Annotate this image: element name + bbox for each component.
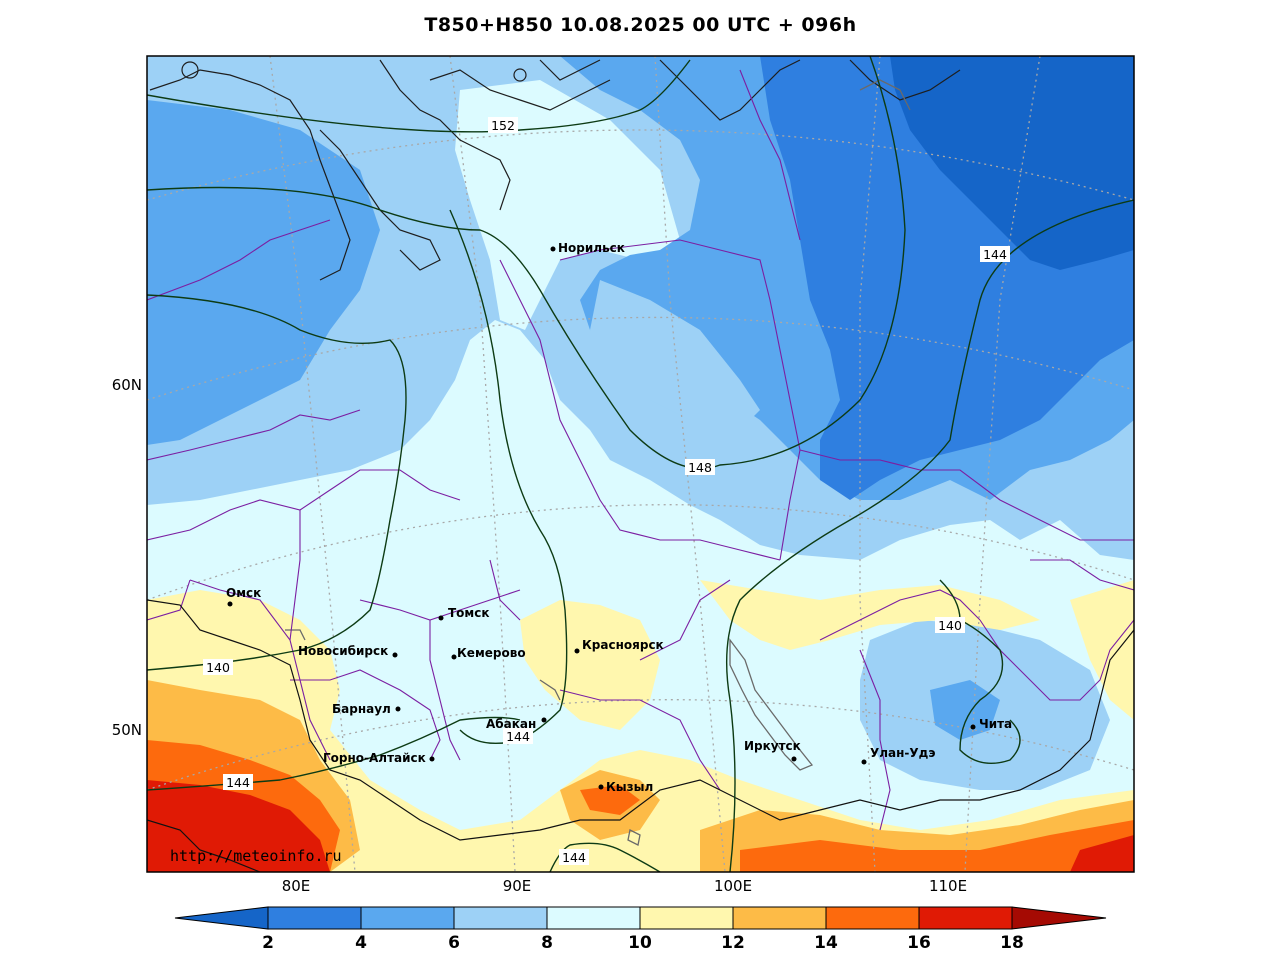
contour-label-144-south: 144: [562, 850, 586, 865]
colorbar-extend-high: [1011, 906, 1107, 930]
coastlines: [149, 59, 961, 281]
colorbar-tick-16: 16: [907, 933, 931, 953]
city-omsk: Омск: [226, 586, 261, 600]
lat-label-60n: 60N: [112, 376, 142, 394]
colorbar-tick-6: 6: [448, 933, 460, 953]
colorbar-bin-16-18: [918, 906, 1013, 930]
colorbar-extend-low: [174, 906, 269, 930]
colorbar-bin-8-10: [546, 906, 641, 930]
temperature-field-2: [890, 56, 1134, 270]
source-url: http://meteoinfo.ru: [170, 847, 342, 865]
city-irkutsk: Иркутск: [744, 739, 801, 753]
lat-label-50n: 50N: [112, 721, 142, 739]
lakes: [285, 79, 911, 846]
contour-label-148: 148: [688, 460, 712, 475]
colorbar-tick-4: 4: [355, 933, 367, 953]
temperature-field-tongue: [455, 80, 680, 330]
colorbar: [174, 906, 1107, 930]
city-krasnoyarsk: Красноярск: [582, 638, 664, 652]
city-kyzyl: Кызыл: [606, 780, 653, 794]
lon-label-100e: 100E: [714, 877, 752, 895]
map-frame: [146, 55, 1135, 873]
colorbar-bin-2-4: [267, 906, 362, 930]
colorbar-tick-14: 14: [814, 933, 838, 953]
temperature-field-4-6c: [590, 280, 760, 430]
temperature-field-10-12b: [520, 600, 660, 730]
page-title: T850+H850 10.08.2025 00 UTC + 096h: [424, 14, 857, 36]
colorbar-bin-4-6: [360, 906, 455, 930]
colorbar-tick-12: 12: [721, 933, 745, 953]
temperature-field-10-12d: [1070, 580, 1134, 720]
city-kemerovo: Кемерово: [457, 646, 526, 660]
city-tomsk: Томск: [448, 606, 490, 620]
temperature-field-10-12: [147, 590, 1134, 872]
contour-label-144-ne: 144: [983, 247, 1007, 262]
contour-label-144-abakan: 144: [506, 729, 530, 744]
city-novosibirsk: Новосибирск: [298, 644, 388, 658]
contour-label-144-sw: 144: [226, 775, 250, 790]
city-chita: Чита: [979, 717, 1012, 731]
map-area: 152 144 148 140 140 144 144 144 Норильск…: [147, 56, 1134, 872]
temperature-field-4-6: [147, 100, 380, 445]
lon-label-110e: 110E: [929, 877, 967, 895]
contour-label-140-east: 140: [938, 618, 962, 633]
city-barnaul: Барнаул: [332, 702, 391, 716]
colorbar-tick-8: 8: [541, 933, 553, 953]
temperature-field-14-16b: [740, 820, 1134, 872]
colorbar-bin-6-8: [453, 906, 548, 930]
geopotential-contours: [147, 56, 1134, 872]
city-norilsk: Норильск: [558, 241, 625, 255]
contour-label-140-west: 140: [206, 660, 230, 675]
lon-label-90e: 90E: [503, 877, 532, 895]
city-ulan-ude: Улан-Удэ: [870, 746, 935, 760]
colorbar-tick-18: 18: [1000, 933, 1024, 953]
temperature-field-16-18: [147, 780, 330, 872]
city-markers: [227, 246, 976, 790]
colorbar-bin-10-12: [639, 906, 734, 930]
admin-borders: [147, 69, 1134, 831]
temperature-field-baikal-inner: [930, 680, 1000, 740]
temperature-field-14-16c: [580, 785, 640, 815]
city-abakan: Абакан: [486, 717, 536, 731]
colorbar-tick-2: 2: [262, 933, 274, 953]
colorbar-tick-10: 10: [628, 933, 652, 953]
country-border: [147, 599, 1134, 872]
contour-label-152: 152: [491, 118, 515, 133]
lon-label-80e: 80E: [282, 877, 311, 895]
city-gorno-altaysk: Горно-Алтайск: [323, 751, 426, 765]
graticule: [147, 56, 1134, 872]
colorbar-bin-14-16: [825, 906, 920, 930]
colorbar-bin-12-14: [732, 906, 827, 930]
temperature-field-16-18b: [1070, 835, 1134, 872]
